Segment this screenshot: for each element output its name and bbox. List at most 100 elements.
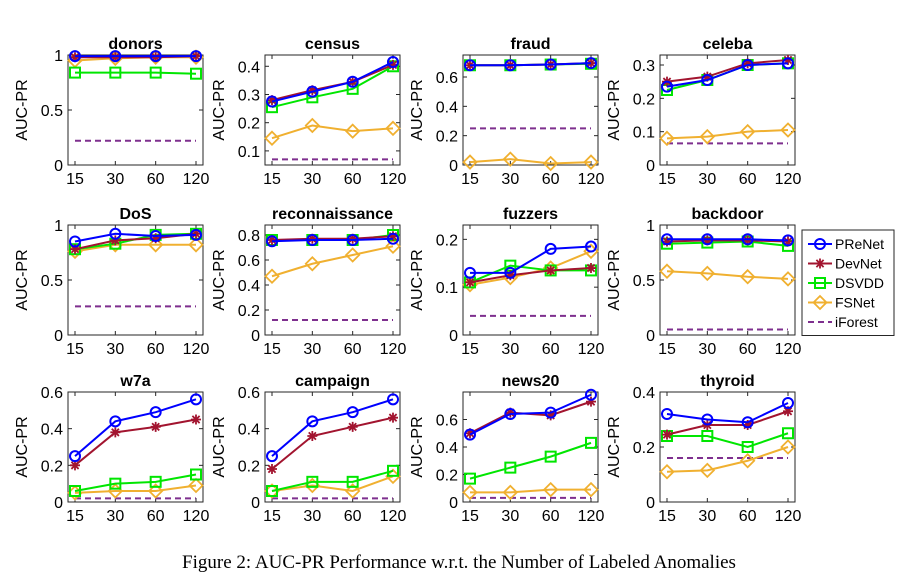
x-tick-label: 30 [106,508,124,525]
y-tick-label: 0 [54,158,63,175]
y-tick-label: 0.6 [436,70,458,87]
y-tick-label: 0.3 [238,87,260,104]
series-line-dsvdd [271,469,394,492]
data-point-prenet [306,85,319,98]
data-point-devnet [388,412,398,423]
data-point-prenet [387,393,399,406]
legend-marker [814,277,826,289]
series-dsvdd [266,464,399,497]
series-line-fsnet [469,158,592,165]
y-axis-label: AUC-PR [409,416,426,477]
subplot-title: backdoor [691,206,763,223]
data-point-prenet [585,57,597,70]
x-tick-label: 15 [66,171,84,188]
series-devnet [465,263,596,288]
subplot-w7a: 0 0.2 0.4 0.6 15 30 60 120 w7a AUC-PR [14,373,209,525]
y-axis-label: AUC-PR [14,416,31,477]
data-point-dsvdd [464,472,476,485]
data-point-prenet [701,413,714,426]
data-point-prenet [782,234,794,247]
legend-label: DevNet [835,256,882,272]
series-line-prenet [74,398,197,457]
series-line-prenet [470,62,592,67]
data-point-devnet [662,429,672,440]
series-line-prenet [469,393,592,436]
series-line-devnet [666,59,789,83]
x-tick-label: 30 [698,171,716,188]
y-axis-label: AUC-PR [14,79,31,140]
data-point-prenet [741,416,754,429]
y-tick-label: 0.6 [238,385,260,402]
data-point-devnet [110,52,121,63]
data-point-devnet [586,396,596,407]
series-line-dsvdd [75,71,197,75]
plot-area [67,391,204,503]
series-dsvdd [69,66,202,80]
y-tick-label: 0 [54,328,63,345]
legend-marker [814,238,826,250]
data-point-prenet [741,233,754,246]
data-point-prenet [387,56,399,69]
y-axis-label: AUC-PR [409,249,426,310]
data-point-prenet [741,59,754,71]
data-point-devnet [70,244,80,255]
data-point-fsnet [739,123,756,140]
data-point-fsnet [304,255,321,272]
series-fsnet [659,439,796,480]
data-point-prenet [544,242,557,255]
data-point-dsvdd [69,66,81,79]
series-line-fsnet [666,270,789,280]
data-point-fsnet [385,238,401,255]
data-point-prenet [149,230,162,242]
y-tick-label: 0.1 [633,125,655,142]
data-point-prenet [782,397,794,409]
data-point-fsnet [264,268,280,285]
series-line-fsnet [470,488,591,494]
data-point-devnet [267,464,277,474]
series-line-dsvdd [271,65,394,109]
data-point-prenet [782,57,794,70]
y-tick-label: 0.4 [436,99,458,116]
data-point-devnet [191,414,201,425]
series-prenet [266,232,399,248]
plot-area [264,54,401,166]
y-tick-label: 0.5 [41,103,63,120]
data-point-fsnet [699,462,716,479]
data-point-devnet [783,236,793,247]
series-line-prenet [74,232,197,243]
data-point-devnet [545,410,556,421]
series-line-fsnet [666,446,789,473]
x-tick-label: 15 [461,508,479,525]
legend-entry-iforest: iForest [808,314,878,330]
legend-entry-fsnet: FSNet [808,295,875,311]
data-point-fsnet [739,452,756,469]
subplot-celeba: 0 0.1 0.2 0.3 15 30 60 120 celeba AUC-PR [606,36,801,188]
data-point-prenet [266,450,278,463]
x-tick-label: 120 [380,508,407,525]
plot-area [462,54,599,166]
x-tick-label: 120 [183,341,210,358]
y-tick-label: 1 [54,48,63,65]
data-point-prenet [190,50,202,63]
x-tick-label: 120 [578,341,605,358]
y-tick-label: 0.2 [633,440,655,457]
x-tick-label: 60 [542,508,560,525]
series-line-prenet [666,402,789,424]
y-axis-label: AUC-PR [211,249,228,310]
series-fsnet [462,481,599,501]
plot-area [264,224,401,336]
data-point-fsnet [659,130,675,147]
series-line-prenet [667,238,789,242]
data-point-fsnet [659,463,675,480]
data-point-prenet [464,428,476,441]
x-tick-label: 30 [698,341,716,358]
x-tick-label: 120 [775,508,802,525]
x-tick-label: 30 [501,341,519,358]
x-tick-label: 15 [263,508,281,525]
data-point-fsnet [502,484,519,501]
series-line-dsvdd [469,441,592,480]
data-point-prenet [585,388,597,401]
subplot-title: fraud [511,36,551,53]
legend-marker [812,294,828,311]
